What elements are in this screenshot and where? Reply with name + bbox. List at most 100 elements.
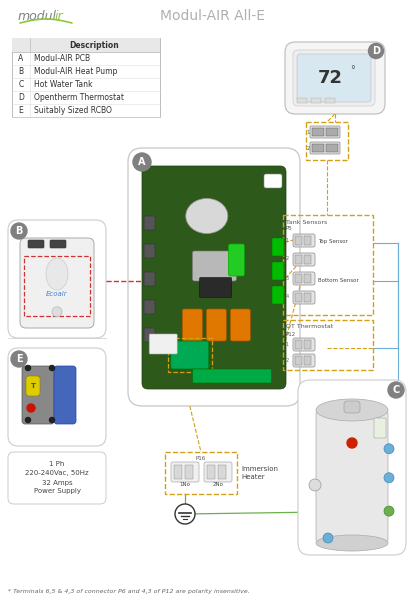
FancyBboxPatch shape <box>182 309 202 341</box>
Circle shape <box>175 504 195 524</box>
FancyBboxPatch shape <box>293 354 315 367</box>
FancyBboxPatch shape <box>144 300 155 314</box>
Ellipse shape <box>316 535 388 551</box>
FancyBboxPatch shape <box>293 291 315 304</box>
Text: D: D <box>18 93 24 102</box>
FancyBboxPatch shape <box>228 244 244 276</box>
Circle shape <box>309 479 321 491</box>
Text: Immersion
Heater: Immersion Heater <box>241 466 278 480</box>
Circle shape <box>49 417 55 423</box>
Text: Modul-AIR PCB: Modul-AIR PCB <box>34 54 90 63</box>
FancyBboxPatch shape <box>128 148 300 406</box>
FancyBboxPatch shape <box>204 462 232 482</box>
Text: 2: 2 <box>285 358 289 362</box>
Bar <box>326 128 338 136</box>
FancyBboxPatch shape <box>264 174 282 188</box>
Text: 3: 3 <box>285 275 289 280</box>
Text: 2No: 2No <box>213 482 223 487</box>
Text: OT Thermostat: OT Thermostat <box>286 325 333 329</box>
FancyBboxPatch shape <box>199 277 232 298</box>
Bar <box>295 255 302 264</box>
Text: 4: 4 <box>285 295 289 299</box>
Text: Suitably Sized RCBO: Suitably Sized RCBO <box>34 106 112 115</box>
FancyBboxPatch shape <box>310 142 340 154</box>
Text: D: D <box>372 46 380 56</box>
Bar <box>283 215 373 315</box>
FancyBboxPatch shape <box>192 369 272 383</box>
Bar <box>12 38 160 52</box>
FancyBboxPatch shape <box>297 54 371 102</box>
Bar <box>207 465 215 479</box>
Circle shape <box>25 365 31 371</box>
Circle shape <box>384 473 394 483</box>
FancyBboxPatch shape <box>293 338 315 351</box>
FancyBboxPatch shape <box>298 380 406 555</box>
Text: Opentherm Thermostat: Opentherm Thermostat <box>34 93 124 102</box>
FancyBboxPatch shape <box>22 366 54 424</box>
Bar <box>185 465 193 479</box>
Circle shape <box>347 438 357 448</box>
FancyBboxPatch shape <box>149 334 177 354</box>
FancyBboxPatch shape <box>293 272 315 285</box>
Text: 1: 1 <box>285 341 289 346</box>
FancyBboxPatch shape <box>310 126 340 138</box>
Circle shape <box>323 533 333 543</box>
Text: modul: modul <box>18 10 57 22</box>
FancyBboxPatch shape <box>206 309 226 341</box>
Text: Description: Description <box>69 40 119 49</box>
FancyBboxPatch shape <box>192 251 236 281</box>
FancyBboxPatch shape <box>28 240 44 248</box>
Text: E: E <box>16 354 22 364</box>
Bar <box>295 356 302 365</box>
FancyBboxPatch shape <box>26 376 40 396</box>
Text: P16: P16 <box>196 455 206 461</box>
FancyBboxPatch shape <box>316 410 388 543</box>
Bar <box>304 340 311 349</box>
Text: 72: 72 <box>318 69 342 87</box>
Circle shape <box>11 223 27 239</box>
Bar <box>311 98 321 103</box>
Bar <box>295 274 302 283</box>
Text: T: T <box>31 383 36 389</box>
Text: Top Sensor: Top Sensor <box>318 239 348 245</box>
FancyBboxPatch shape <box>272 238 284 256</box>
Text: Tank Sensors: Tank Sensors <box>286 220 327 224</box>
Bar <box>306 122 348 160</box>
FancyBboxPatch shape <box>50 240 66 248</box>
Text: A: A <box>138 157 146 167</box>
Text: 1 Ph
220-240Vac, 50Hz
32 Amps
Power Supply: 1 Ph 220-240Vac, 50Hz 32 Amps Power Supp… <box>25 461 89 494</box>
FancyBboxPatch shape <box>285 42 385 114</box>
Text: * Terminals 6,5 & 4,3 of connector P6 and 4,3 of P12 are polarity insensitive.: * Terminals 6,5 & 4,3 of connector P6 an… <box>8 589 250 595</box>
Circle shape <box>368 43 384 58</box>
Ellipse shape <box>316 399 388 421</box>
Text: P5: P5 <box>286 226 293 232</box>
Circle shape <box>133 153 151 171</box>
Circle shape <box>52 307 62 317</box>
Bar <box>168 338 212 372</box>
Text: C: C <box>392 385 400 395</box>
Text: Modul-AIR All-E: Modul-AIR All-E <box>161 9 266 23</box>
Bar <box>12 38 160 117</box>
FancyBboxPatch shape <box>144 272 155 286</box>
Bar <box>24 256 90 316</box>
FancyBboxPatch shape <box>344 401 360 413</box>
Circle shape <box>11 351 27 367</box>
Text: 2: 2 <box>285 257 289 262</box>
Text: ir: ir <box>55 10 64 22</box>
Text: °: ° <box>350 65 354 74</box>
FancyBboxPatch shape <box>144 328 155 342</box>
Text: Modul-AIR Heat Pump: Modul-AIR Heat Pump <box>34 67 117 76</box>
Text: 2: 2 <box>306 145 310 151</box>
Text: A: A <box>18 54 24 63</box>
FancyBboxPatch shape <box>272 262 284 280</box>
FancyBboxPatch shape <box>8 220 106 338</box>
FancyBboxPatch shape <box>293 234 315 247</box>
FancyBboxPatch shape <box>20 238 94 328</box>
Circle shape <box>384 506 394 516</box>
Bar <box>312 128 324 136</box>
FancyBboxPatch shape <box>293 253 315 266</box>
FancyBboxPatch shape <box>8 348 106 446</box>
Bar <box>304 356 311 365</box>
Bar <box>295 340 302 349</box>
Text: 1No: 1No <box>180 482 190 487</box>
